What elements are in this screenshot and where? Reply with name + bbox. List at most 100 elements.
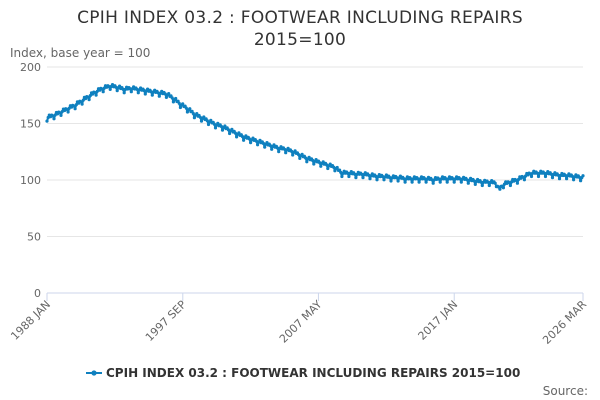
- data-point[interactable]: [86, 95, 90, 99]
- data-point[interactable]: [550, 176, 555, 180]
- data-point[interactable]: [122, 91, 126, 95]
- data-point[interactable]: [256, 143, 260, 147]
- data-point[interactable]: [459, 180, 463, 184]
- legend-label[interactable]: CPIH INDEX 03.2 : FOOTWEAR INCLUDING REP…: [106, 366, 520, 380]
- data-point[interactable]: [212, 122, 216, 126]
- data-point[interactable]: [298, 156, 302, 160]
- data-point[interactable]: [235, 135, 239, 139]
- data-point[interactable]: [556, 173, 561, 177]
- data-point[interactable]: [270, 147, 274, 151]
- data-point[interactable]: [417, 180, 421, 184]
- data-point[interactable]: [529, 174, 534, 179]
- data-point[interactable]: [291, 153, 295, 157]
- data-point[interactable]: [522, 178, 527, 182]
- data-point[interactable]: [202, 115, 206, 119]
- data-point[interactable]: [167, 92, 171, 96]
- data-point[interactable]: [579, 179, 583, 183]
- data-point[interactable]: [67, 106, 71, 110]
- data-point[interactable]: [73, 107, 77, 111]
- data-point[interactable]: [347, 174, 351, 179]
- data-point[interactable]: [565, 177, 569, 181]
- data-point[interactable]: [466, 181, 470, 185]
- data-point[interactable]: [216, 121, 220, 125]
- data-point[interactable]: [121, 87, 125, 91]
- data-point[interactable]: [536, 174, 541, 179]
- data-point[interactable]: [293, 149, 297, 153]
- data-point[interactable]: [220, 128, 225, 132]
- data-point[interactable]: [72, 104, 76, 108]
- data-point[interactable]: [181, 102, 185, 106]
- data-point[interactable]: [431, 181, 435, 185]
- data-point[interactable]: [275, 146, 280, 150]
- data-point[interactable]: [118, 84, 122, 88]
- data-point[interactable]: [563, 173, 568, 178]
- data-point[interactable]: [353, 172, 357, 176]
- series-line-0[interactable]: [46, 83, 584, 191]
- data-point[interactable]: [507, 181, 511, 185]
- data-point[interactable]: [284, 151, 288, 155]
- data-point[interactable]: [199, 119, 204, 123]
- data-point[interactable]: [339, 170, 343, 174]
- legend[interactable]: CPIH INDEX 03.2 : FOOTWEAR INCLUDING REP…: [86, 366, 520, 380]
- data-point[interactable]: [360, 172, 364, 176]
- data-point[interactable]: [129, 90, 133, 94]
- data-point[interactable]: [444, 177, 448, 181]
- data-point[interactable]: [66, 110, 70, 114]
- data-point[interactable]: [177, 101, 181, 105]
- data-point[interactable]: [346, 171, 350, 175]
- data-point[interactable]: [437, 177, 441, 181]
- data-point[interactable]: [59, 113, 63, 117]
- data-point[interactable]: [524, 174, 528, 178]
- data-point[interactable]: [128, 87, 132, 91]
- data-point[interactable]: [213, 126, 218, 130]
- data-point[interactable]: [242, 138, 246, 142]
- data-point[interactable]: [375, 178, 379, 182]
- data-point[interactable]: [87, 98, 91, 102]
- data-point[interactable]: [515, 181, 520, 185]
- data-point[interactable]: [416, 177, 420, 181]
- data-point[interactable]: [395, 176, 399, 180]
- data-point[interactable]: [88, 94, 92, 98]
- data-point[interactable]: [508, 183, 512, 188]
- data-point[interactable]: [300, 152, 304, 156]
- data-point[interactable]: [321, 160, 325, 164]
- data-point[interactable]: [195, 112, 199, 116]
- data-point[interactable]: [430, 178, 434, 182]
- data-point[interactable]: [80, 102, 84, 106]
- data-point[interactable]: [228, 131, 232, 136]
- data-point[interactable]: [319, 164, 323, 168]
- data-point[interactable]: [174, 96, 178, 101]
- data-point[interactable]: [409, 177, 413, 181]
- data-point[interactable]: [312, 162, 316, 166]
- data-point[interactable]: [142, 88, 146, 93]
- data-point[interactable]: [438, 180, 442, 184]
- data-point[interactable]: [184, 106, 188, 110]
- data-point[interactable]: [354, 176, 358, 180]
- data-point[interactable]: [223, 124, 227, 128]
- data-point[interactable]: [237, 131, 241, 135]
- data-point[interactable]: [150, 93, 154, 97]
- data-point[interactable]: [192, 116, 196, 120]
- data-point[interactable]: [501, 186, 505, 190]
- data-point[interactable]: [424, 180, 428, 184]
- data-point[interactable]: [230, 127, 234, 131]
- data-point[interactable]: [74, 103, 78, 107]
- data-point[interactable]: [403, 180, 407, 184]
- data-point[interactable]: [170, 96, 174, 100]
- data-point[interactable]: [487, 183, 491, 188]
- data-point[interactable]: [543, 174, 548, 179]
- data-point[interactable]: [265, 141, 269, 145]
- data-point[interactable]: [423, 177, 427, 181]
- data-point[interactable]: [114, 85, 118, 89]
- data-point[interactable]: [479, 180, 483, 184]
- data-point[interactable]: [451, 177, 455, 181]
- data-point[interactable]: [188, 107, 192, 111]
- data-point[interactable]: [206, 122, 211, 127]
- data-point[interactable]: [209, 118, 213, 122]
- data-point[interactable]: [557, 177, 562, 181]
- data-point[interactable]: [535, 171, 539, 175]
- data-point[interactable]: [115, 89, 119, 93]
- data-point[interactable]: [247, 137, 251, 141]
- data-point[interactable]: [178, 105, 182, 110]
- data-point[interactable]: [304, 156, 308, 160]
